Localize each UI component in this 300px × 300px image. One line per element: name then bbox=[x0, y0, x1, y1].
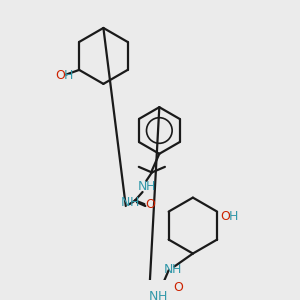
Text: N: N bbox=[164, 263, 173, 276]
Text: O: O bbox=[173, 280, 183, 294]
Text: O: O bbox=[220, 210, 230, 223]
Text: N: N bbox=[149, 290, 158, 300]
Text: O: O bbox=[56, 69, 65, 82]
Text: H: H bbox=[171, 263, 181, 276]
Text: N: N bbox=[121, 196, 130, 209]
Text: H: H bbox=[145, 180, 155, 193]
Text: H: H bbox=[63, 69, 73, 82]
Text: N: N bbox=[138, 180, 147, 193]
Text: H: H bbox=[229, 210, 239, 223]
Text: H: H bbox=[130, 196, 139, 209]
Text: O: O bbox=[145, 198, 155, 211]
Text: H: H bbox=[158, 290, 167, 300]
